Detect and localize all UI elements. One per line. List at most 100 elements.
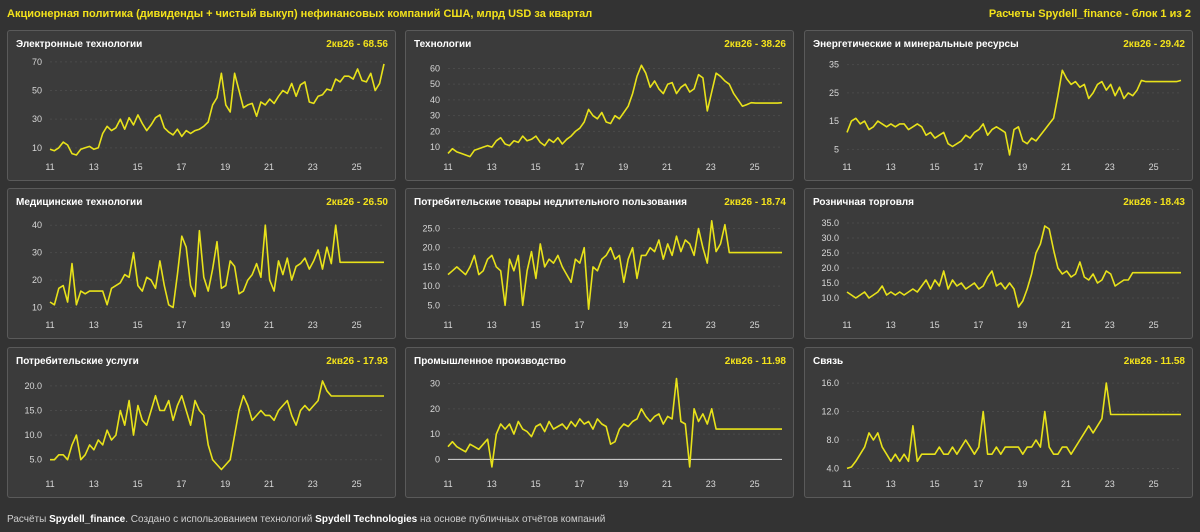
x-tick-label: 25 [352, 479, 362, 489]
x-tick-label: 23 [1105, 162, 1115, 172]
x-tick-label: 21 [662, 479, 672, 489]
series-line [846, 69, 1182, 156]
x-tick-label: 15 [930, 479, 940, 489]
chart-panel: Розничная торговля 2кв26 - 18.43 10.0 15.0 2… [804, 188, 1193, 339]
y-tick-label: 40 [32, 220, 42, 230]
series-line [447, 219, 782, 310]
x-tick-label: 17 [176, 320, 186, 330]
chart-svg: 5.0 10.0 15.0 20.0 11 13 15 17 19 21 23 25 [24, 380, 384, 489]
footer-prefix: Расчёты [7, 514, 50, 525]
chart-title: Промышленное производство [414, 356, 567, 367]
chart-title: Потребительские товары недлительного пол… [414, 197, 688, 208]
y-tick-label: 20.0 [422, 243, 440, 253]
x-tick-label: 15 [133, 162, 143, 172]
x-tick-label: 23 [308, 320, 318, 330]
chart-panel: Энергетические и минеральные ресурсы 2кв2… [804, 30, 1193, 181]
chart-title: Электронные технологии [16, 39, 143, 50]
y-tick-label: 12.0 [821, 407, 839, 417]
x-tick-label: 23 [706, 479, 716, 489]
chart-latest-value: 2кв26 - 18.43 [1123, 197, 1185, 208]
x-tick-label: 15 [531, 479, 541, 489]
x-tick-label: 25 [1149, 479, 1159, 489]
x-tick-label: 19 [1017, 479, 1027, 489]
x-tick-label: 11 [443, 479, 452, 489]
x-tick-label: 21 [264, 479, 274, 489]
chart-title: Потребительские услуги [16, 356, 139, 367]
chart-title: Энергетические и минеральные ресурсы [813, 39, 1019, 50]
x-tick-label: 13 [487, 162, 497, 172]
x-tick-label: 21 [662, 162, 672, 172]
x-tick-label: 19 [220, 320, 230, 330]
y-tick-label: 50 [430, 79, 440, 89]
chart-svg: 5 15 25 35 11 13 15 17 19 21 23 25 [829, 60, 1182, 172]
y-tick-label: 25.0 [422, 224, 440, 234]
x-tick-label: 11 [45, 479, 54, 489]
y-tick-label: 15.0 [24, 405, 42, 415]
chart-latest-value: 2кв26 - 11.58 [1123, 356, 1185, 367]
y-tick-label: 60 [430, 63, 440, 73]
chart-latest-value: 2кв26 - 29.42 [1123, 39, 1185, 50]
x-tick-label: 17 [973, 320, 983, 330]
x-tick-label: 17 [973, 479, 983, 489]
y-tick-label: 30 [430, 111, 440, 121]
x-tick-label: 19 [618, 320, 628, 330]
series-line [49, 224, 384, 309]
series-line [447, 377, 782, 468]
series-line [49, 63, 385, 156]
y-tick-label: 35 [829, 60, 839, 70]
x-tick-label: 19 [1017, 162, 1027, 172]
chart-panel: Электронные технологии 2кв26 - 68.56 10 30 5… [7, 30, 396, 181]
footer-tech: Spydell Technologies [315, 514, 418, 525]
y-tick-label: 10.0 [24, 430, 42, 440]
chart-latest-value: 2кв26 - 68.56 [326, 39, 388, 50]
series-line [846, 382, 1181, 470]
x-tick-label: 17 [973, 162, 983, 172]
y-tick-label: 30 [32, 114, 42, 124]
x-tick-label: 25 [750, 162, 760, 172]
y-tick-label: 20 [32, 275, 42, 285]
x-tick-label: 15 [133, 479, 143, 489]
y-tick-label: 4.0 [826, 463, 839, 473]
chart-panel: Потребительские услуги 2кв26 - 17.93 5.0 10… [7, 347, 396, 498]
x-tick-label: 21 [1061, 320, 1071, 330]
x-tick-label: 17 [176, 479, 186, 489]
x-tick-label: 11 [443, 162, 452, 172]
chart-svg: 4.0 8.0 12.0 16.0 11 13 15 17 19 21 23 25 [821, 378, 1181, 489]
x-tick-label: 19 [220, 479, 230, 489]
series-line [846, 225, 1181, 308]
x-tick-label: 15 [133, 320, 143, 330]
x-tick-label: 21 [1061, 162, 1071, 172]
y-tick-label: 10.0 [821, 293, 839, 303]
x-tick-label: 19 [1017, 320, 1027, 330]
y-tick-label: 25 [829, 88, 839, 98]
x-tick-label: 25 [352, 320, 362, 330]
y-tick-label: 10 [430, 429, 440, 439]
x-tick-label: 11 [45, 320, 54, 330]
y-tick-label: 40 [430, 95, 440, 105]
x-tick-label: 23 [1105, 320, 1115, 330]
x-tick-label: 15 [531, 320, 541, 330]
x-tick-label: 23 [706, 320, 716, 330]
y-tick-label: 20.0 [821, 263, 839, 273]
y-tick-label: 20 [430, 404, 440, 414]
series-line [447, 64, 783, 158]
x-tick-label: 11 [842, 320, 851, 330]
x-tick-label: 25 [1149, 320, 1159, 330]
x-tick-label: 17 [574, 479, 584, 489]
y-tick-label: 5 [834, 144, 839, 154]
chart-svg: 0 10 20 30 11 13 15 17 19 21 23 25 [430, 377, 782, 489]
x-tick-label: 15 [930, 162, 940, 172]
x-tick-label: 11 [45, 162, 54, 172]
y-tick-label: 15 [829, 116, 839, 126]
footer-middle: . Создано с использованием технологий [125, 514, 316, 525]
y-tick-label: 30.0 [821, 233, 839, 243]
footer: Расчёты Spydell_finance. Создано с испол… [7, 514, 605, 525]
y-tick-label: 20 [430, 126, 440, 136]
y-tick-label: 10 [32, 303, 42, 313]
x-tick-label: 17 [574, 320, 584, 330]
footer-suffix: на основе публичных отчётов компаний [417, 514, 606, 525]
chart-latest-value: 2кв26 - 17.93 [326, 356, 388, 367]
header: Акционерная политика (дивиденды + чистый… [0, 0, 1200, 30]
x-tick-label: 19 [220, 162, 230, 172]
y-tick-label: 10.0 [422, 281, 440, 291]
